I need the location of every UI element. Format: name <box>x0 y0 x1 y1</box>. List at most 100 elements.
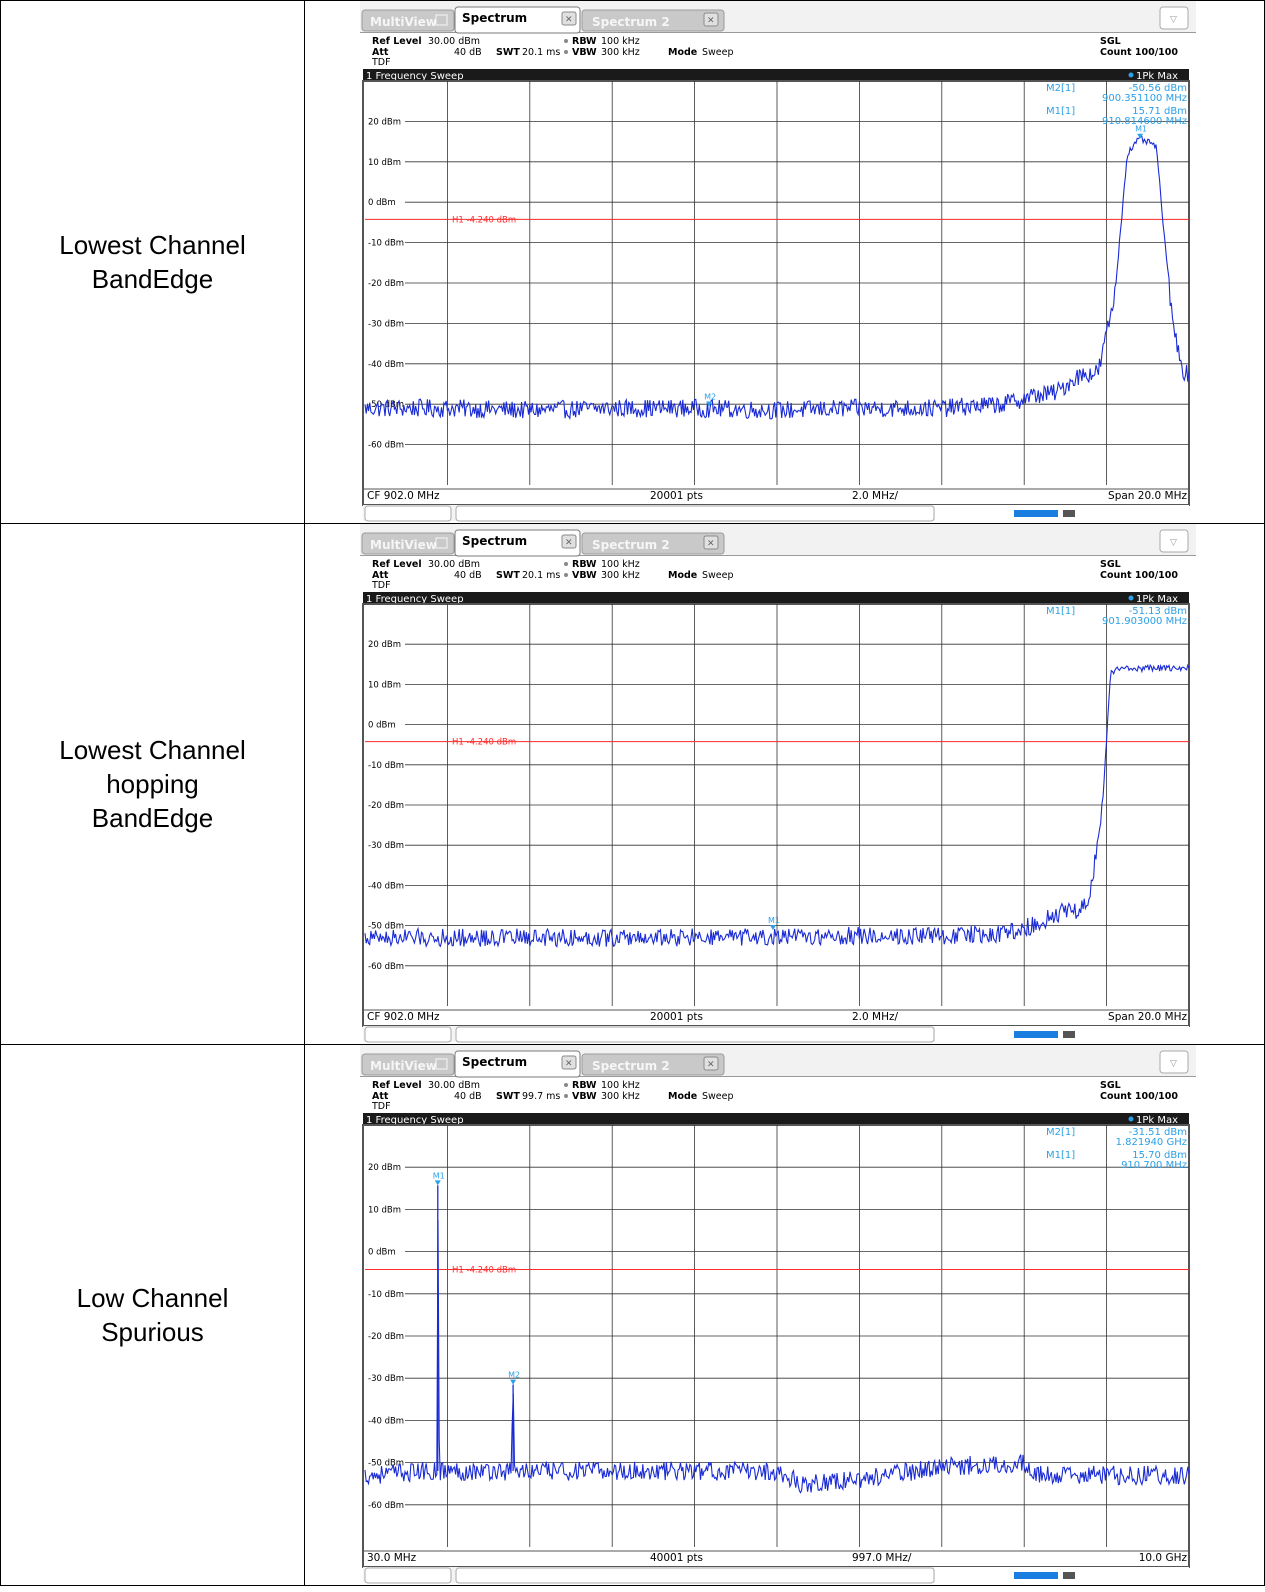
close-icon[interactable] <box>703 12 719 27</box>
y-tick-label: 20 dBm <box>368 117 401 127</box>
trace-dot-icon <box>1128 1116 1134 1122</box>
chevron-down-icon: ▽ <box>1170 1059 1177 1069</box>
grid-icon <box>435 537 448 549</box>
tab-spectrum[interactable] <box>454 1050 581 1078</box>
y-tick-label: -10 dBm <box>368 761 404 771</box>
status-message-field[interactable] <box>455 1567 935 1584</box>
close-icon-glyph: ✕ <box>707 16 715 26</box>
row-label-line: Spurious <box>101 1317 204 1347</box>
y-tick-label: -40 dBm <box>368 881 404 891</box>
att-value: 40 dB <box>454 1091 482 1102</box>
footer-points: 20001 pts <box>650 1011 703 1023</box>
close-icon[interactable] <box>561 1055 577 1070</box>
rbw-label: RBW <box>572 1080 597 1091</box>
tab-spectrum-2[interactable] <box>581 532 725 555</box>
tab-multiview-label: MultiView <box>370 538 437 552</box>
tab-spectrum-2-label: Spectrum 2 <box>592 538 670 552</box>
marker-table-level: 15.70 dBm <box>1132 1150 1187 1161</box>
sgl-label: SGL <box>1100 559 1121 570</box>
footer-div: 997.0 MHz/ <box>852 1552 912 1564</box>
ref-level-value: 30.00 dBm <box>428 36 480 47</box>
status-icon <box>1063 1572 1075 1579</box>
tab-spectrum[interactable] <box>454 529 581 557</box>
footer-stop: Span 20.0 MHz <box>1108 1011 1187 1023</box>
threshold-label: H1 -4.240 dBm <box>452 1265 516 1275</box>
status-message-field[interactable] <box>455 1026 935 1043</box>
trace-label: 1Pk Max <box>1136 594 1178 605</box>
close-icon[interactable] <box>561 11 577 26</box>
y-tick-label: 10 dBm <box>368 158 401 168</box>
count-label: Count 100/100 <box>1100 47 1178 58</box>
row-label: Lowest Channel BandEdge <box>0 0 305 524</box>
y-tick-label: -40 dBm <box>368 360 404 370</box>
status-icon <box>1063 1031 1075 1038</box>
rbw-label: RBW <box>572 559 597 570</box>
progress-bar-icon <box>1014 510 1058 517</box>
vbw-label: VBW <box>572 47 597 58</box>
tab-multiview[interactable] <box>361 1053 455 1076</box>
marker-table-name: M1[1] <box>1046 1150 1075 1161</box>
rbw-value: 100 kHz <box>601 1080 640 1091</box>
y-tick-label: -20 dBm <box>368 1332 404 1342</box>
dropdown-button[interactable] <box>1159 1050 1189 1074</box>
chevron-down-icon: ▽ <box>1170 15 1177 25</box>
y-tick-label: -50 dBm <box>368 1459 404 1469</box>
tab-spectrum-2[interactable] <box>581 1053 725 1076</box>
status-field[interactable] <box>364 1567 452 1584</box>
tab-multiview[interactable] <box>361 9 455 32</box>
close-icon-glyph: ✕ <box>565 15 573 25</box>
swt-value: 99.7 ms <box>522 1091 560 1102</box>
y-tick-label: 0 dBm <box>368 1248 396 1258</box>
marker-label: M2 <box>508 1371 520 1380</box>
tab-spectrum[interactable] <box>454 6 581 34</box>
tdf-label: TDF <box>371 580 391 591</box>
footer-points: 40001 pts <box>650 1552 703 1564</box>
marker-table-freq: 901.903000 MHz <box>1102 616 1187 627</box>
footer-start: CF 902.0 MHz <box>367 490 440 502</box>
table-row: Lowest Channel BandEdge MultiView Spectru… <box>0 0 1265 524</box>
marker-triangle <box>434 1180 441 1186</box>
vbw-dot-icon <box>564 50 568 54</box>
status-field[interactable] <box>364 1026 452 1043</box>
trace-dot-icon <box>1128 72 1134 78</box>
marker-table-freq: 910.700 MHz <box>1121 1160 1187 1171</box>
y-tick-label: -60 dBm <box>368 962 404 972</box>
trace-dot-icon <box>1128 595 1134 601</box>
mode-value: Sweep <box>702 1091 734 1102</box>
tdf-label: TDF <box>371 57 391 68</box>
status-field[interactable] <box>364 505 452 522</box>
close-icon[interactable] <box>703 535 719 550</box>
table-row: Low Channel Spurious MultiView Spectrum ✕ S… <box>0 1044 1265 1586</box>
vbw-value: 300 kHz <box>601 47 640 58</box>
tab-spectrum-2[interactable] <box>581 9 725 32</box>
sgl-label: SGL <box>1100 36 1121 47</box>
y-tick-label: -60 dBm <box>368 441 404 451</box>
trace-line <box>364 663 1190 949</box>
y-tick-label: -40 dBm <box>368 1416 404 1426</box>
trace-line <box>364 135 1190 420</box>
footer-div: 2.0 MHz/ <box>852 490 899 502</box>
close-icon[interactable] <box>561 534 577 549</box>
swt-value: 20.1 ms <box>522 570 560 581</box>
marker-label: M1 <box>768 916 780 925</box>
ref-level-label: Ref Level <box>372 36 422 47</box>
tab-multiview[interactable] <box>361 532 455 555</box>
y-tick-label: -20 dBm <box>368 801 404 811</box>
close-icon[interactable] <box>703 1056 719 1071</box>
tab-multiview-label: MultiView <box>370 1059 437 1073</box>
close-icon-glyph: ✕ <box>707 539 715 549</box>
swt-label: SWT <box>496 47 520 58</box>
tdf-label: TDF <box>371 1101 391 1112</box>
rbw-dot-icon <box>564 562 568 566</box>
vbw-dot-icon <box>564 1094 568 1098</box>
chevron-down-icon: ▽ <box>1170 538 1177 548</box>
ref-level-value: 30.00 dBm <box>428 1080 480 1091</box>
row-label-line: hopping <box>106 769 199 799</box>
dropdown-button[interactable] <box>1159 529 1189 553</box>
y-tick-label: -10 dBm <box>368 1290 404 1300</box>
dropdown-button[interactable] <box>1159 6 1189 30</box>
sweep-header <box>363 69 1189 81</box>
status-message-field[interactable] <box>455 505 935 522</box>
trace-line <box>364 1219 1190 1494</box>
marker-table-level: -31.51 dBm <box>1129 1127 1187 1138</box>
